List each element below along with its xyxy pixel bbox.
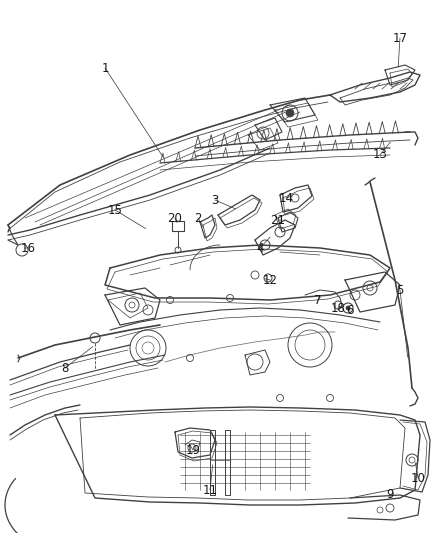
Text: 12: 12 <box>262 273 278 287</box>
Text: 8: 8 <box>61 361 69 375</box>
Text: 15: 15 <box>108 204 123 216</box>
Text: 13: 13 <box>373 149 388 161</box>
Bar <box>172 221 184 231</box>
Text: 21: 21 <box>271 214 286 227</box>
Text: 20: 20 <box>168 212 183 224</box>
Text: 5: 5 <box>396 284 404 296</box>
Text: 1: 1 <box>101 61 109 75</box>
Text: 4: 4 <box>256 241 264 254</box>
Text: 16: 16 <box>21 241 35 254</box>
Text: 10: 10 <box>410 472 425 484</box>
Text: 18: 18 <box>331 302 346 314</box>
Text: 17: 17 <box>392 31 407 44</box>
Text: 9: 9 <box>386 489 394 502</box>
Text: 11: 11 <box>202 483 218 497</box>
Text: 14: 14 <box>279 191 293 205</box>
Text: 19: 19 <box>186 443 201 456</box>
Circle shape <box>286 109 294 117</box>
Circle shape <box>346 306 350 310</box>
Text: 7: 7 <box>314 294 322 306</box>
Text: 3: 3 <box>211 193 219 206</box>
Text: 2: 2 <box>194 212 202 224</box>
Text: 6: 6 <box>346 303 354 317</box>
